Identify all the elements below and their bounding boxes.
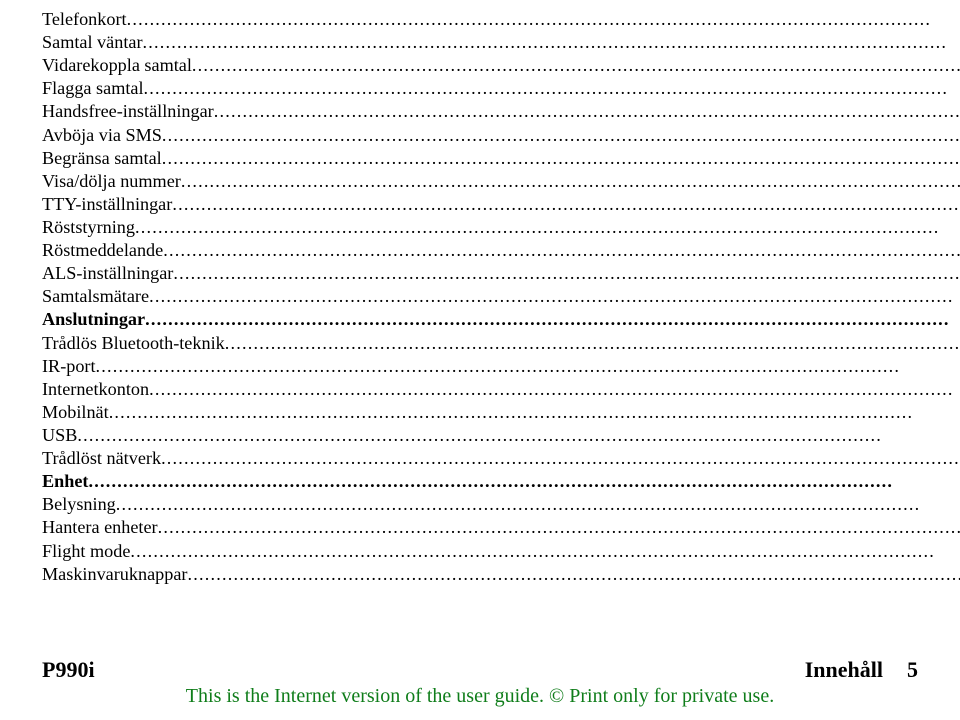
footer-page-number: 5 (907, 657, 918, 683)
toc-columns: Telefonkort 115Samtal väntar 116Vidareko… (42, 8, 918, 623)
toc-row: Belysning 125 (42, 493, 960, 516)
toc-label: Anslutningar (42, 308, 145, 331)
toc-label: Röstmeddelande (42, 239, 163, 262)
toc-row: Röstmeddelande 118 (42, 239, 960, 262)
toc-column-left: Telefonkort 115Samtal väntar 116Vidareko… (42, 8, 960, 623)
toc-row: Visa/dölja nummer 117 (42, 170, 960, 193)
toc-row: Hantera enheter 125 (42, 516, 960, 539)
toc-label: Flight mode (42, 540, 130, 563)
toc-leader-dots (149, 378, 960, 401)
toc-row: IR-port 121 (42, 355, 960, 378)
toc-label: USB (42, 424, 77, 447)
toc-label: Mobilnät (42, 401, 109, 424)
toc-row: Anslutningar 119 (42, 308, 960, 331)
toc-label: Handsfree-inställningar (42, 100, 214, 123)
toc-leader-dots (116, 493, 960, 516)
toc-row: USB 122 (42, 424, 960, 447)
footer-right-group: Innehåll 5 (805, 657, 918, 683)
toc-row: Avböja via SMS 117 (42, 124, 960, 147)
toc-leader-dots (214, 100, 960, 123)
toc-leader-dots (77, 424, 960, 447)
toc-row: Trådlöst nätverk 122 (42, 447, 960, 470)
toc-leader-dots (192, 54, 960, 77)
footer-note: This is the Internet version of the user… (42, 685, 918, 708)
toc-leader-dots (149, 285, 960, 308)
toc-row: Samtalsmätare 119 (42, 285, 960, 308)
toc-leader-dots (135, 216, 960, 239)
page-footer: P990i Innehåll 5 This is the Internet ve… (42, 657, 918, 708)
toc-label: Maskinvaruknappar (42, 563, 187, 586)
toc-row: ALS-inställningar 118 (42, 262, 960, 285)
toc-row: Vidarekoppla samtal 116 (42, 54, 960, 77)
toc-leader-dots (96, 355, 960, 378)
footer-top-row: P990i Innehåll 5 (42, 657, 918, 683)
toc-leader-dots (181, 170, 960, 193)
toc-row: Telefonkort 115 (42, 8, 960, 31)
toc-row: Maskinvaruknappar 127 (42, 563, 960, 586)
toc-row: Flight mode 126 (42, 540, 960, 563)
toc-row: Trådlös Bluetooth-teknik 119 (42, 332, 960, 355)
toc-label: Enhet (42, 470, 89, 493)
toc-row: Handsfree-inställningar 117 (42, 100, 960, 123)
toc-label: Samtal väntar (42, 31, 143, 54)
toc-leader-dots (163, 239, 960, 262)
toc-row: TTY-inställningar 117 (42, 193, 960, 216)
toc-leader-dots (161, 447, 960, 470)
toc-label: Samtalsmätare (42, 285, 149, 308)
toc-label: Flagga samtal (42, 77, 144, 100)
toc-label: Telefonkort (42, 8, 127, 31)
toc-leader-dots (173, 262, 960, 285)
toc-leader-dots (127, 8, 960, 31)
toc-leader-dots (187, 563, 960, 586)
toc-row: Enhet 125 (42, 470, 960, 493)
toc-label: Vidarekoppla samtal (42, 54, 192, 77)
toc-label: TTY-inställningar (42, 193, 172, 216)
toc-leader-dots (145, 308, 960, 331)
toc-row: Mobilnät 121 (42, 401, 960, 424)
toc-label: Trådlöst nätverk (42, 447, 161, 470)
toc-leader-dots (109, 401, 960, 424)
toc-leader-dots (143, 31, 960, 54)
toc-row: Internetkonton 121 (42, 378, 960, 401)
toc-label: Visa/dölja nummer (42, 170, 181, 193)
toc-leader-dots (144, 77, 960, 100)
toc-row: Flagga samtal 116 (42, 77, 960, 100)
toc-leader-dots (158, 516, 960, 539)
toc-leader-dots (162, 124, 960, 147)
toc-row: Röststyrning 117 (42, 216, 960, 239)
toc-leader-dots (162, 147, 960, 170)
toc-leader-dots (89, 470, 960, 493)
toc-leader-dots (130, 540, 960, 563)
toc-row: Begränsa samtal 117 (42, 147, 960, 170)
footer-model: P990i (42, 657, 95, 683)
toc-label: Hantera enheter (42, 516, 158, 539)
toc-row: Samtal väntar 116 (42, 31, 960, 54)
toc-label: Trådlös Bluetooth-teknik (42, 332, 225, 355)
toc-label: Belysning (42, 493, 116, 516)
toc-label: IR-port (42, 355, 96, 378)
toc-label: Begränsa samtal (42, 147, 162, 170)
toc-label: Internetkonton (42, 378, 149, 401)
toc-label: Avböja via SMS (42, 124, 162, 147)
footer-section: Innehåll (805, 657, 883, 683)
toc-leader-dots (225, 332, 960, 355)
toc-label: ALS-inställningar (42, 262, 173, 285)
toc-leader-dots (172, 193, 960, 216)
toc-label: Röststyrning (42, 216, 135, 239)
